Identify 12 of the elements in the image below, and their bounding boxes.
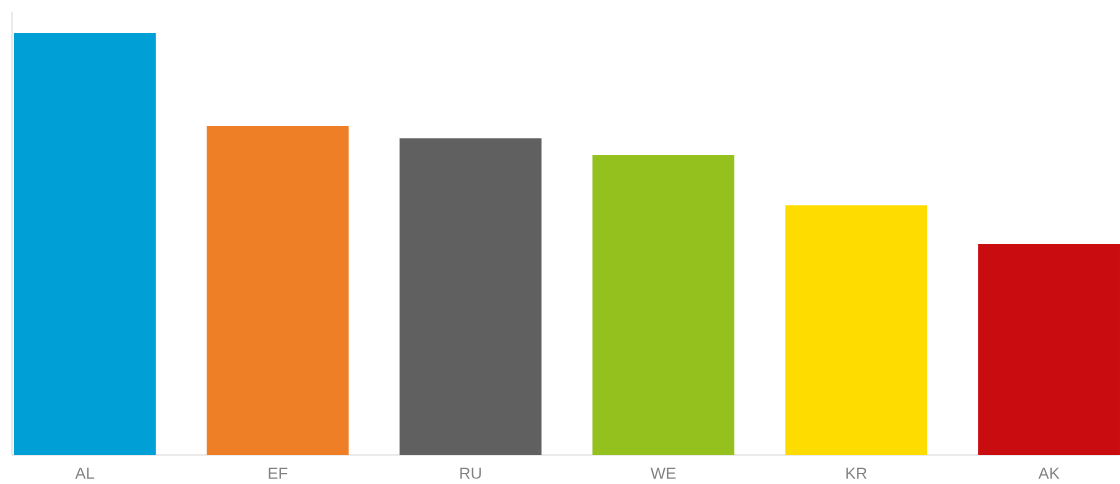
bar xyxy=(785,205,928,455)
bar xyxy=(206,125,349,455)
x-tick-label: AK xyxy=(1038,467,1060,479)
bar xyxy=(592,155,735,455)
x-tick-label: WE xyxy=(650,467,676,479)
x-tick-label: EF xyxy=(268,467,288,479)
x-tick-label: RU xyxy=(460,467,481,479)
x-tick-label: KR xyxy=(846,467,867,479)
bar xyxy=(399,138,542,455)
bar xyxy=(13,33,156,455)
x-tick-label: AL xyxy=(75,467,95,479)
bar xyxy=(978,244,1120,455)
